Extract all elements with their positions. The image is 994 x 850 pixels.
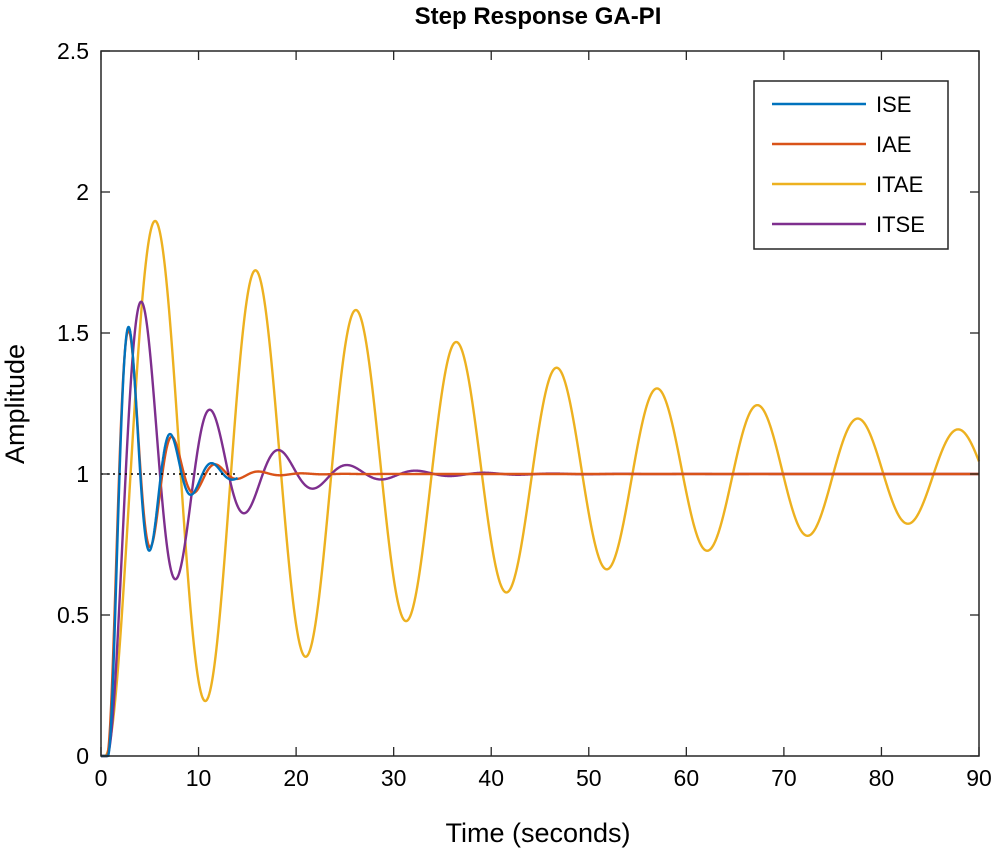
x-tick-label: 70 <box>771 765 797 791</box>
x-tick-label: 10 <box>186 765 212 791</box>
y-axis-label: Amplitude <box>0 344 30 464</box>
series-line-itse <box>100 300 980 758</box>
x-tick-label: 30 <box>381 765 407 791</box>
x-tick-label: 90 <box>966 765 992 791</box>
x-tick-label: 60 <box>674 765 700 791</box>
series-line-ise <box>99 325 239 758</box>
legend-label-ise: ISE <box>876 92 911 117</box>
tick-labels: 0 10 20 30 40 50 60 70 80 90 0 0.5 1 1.5 2 2.5 <box>57 38 992 791</box>
x-axis-label: Time (seconds) <box>445 818 630 848</box>
x-tick-label: 40 <box>478 765 504 791</box>
legend-label-itae: ITAE <box>876 172 923 197</box>
y-tick-label: 2 <box>76 179 89 205</box>
series-layer <box>99 219 981 758</box>
legend-box <box>753 80 949 250</box>
plot-area-frame <box>100 50 980 757</box>
y-tick-label: 2.5 <box>57 38 89 64</box>
legend-label-iae: IAE <box>876 132 911 157</box>
legend: ISE IAE ITAE ITSE <box>753 80 949 250</box>
series-line-iae <box>100 329 980 758</box>
y-tick-label: 0 <box>76 743 89 769</box>
y-tick-label: 1 <box>76 461 89 487</box>
legend-items: ISE IAE ITAE ITSE <box>772 92 925 237</box>
y-tick-label: 0.5 <box>57 602 89 628</box>
y-tick-label: 1.5 <box>57 320 89 346</box>
series-line-itae <box>100 219 981 758</box>
legend-label-itse: ITSE <box>876 212 925 237</box>
x-tick-label: 0 <box>95 765 108 791</box>
ticks-layer <box>100 50 980 757</box>
x-tick-label: 80 <box>869 765 895 791</box>
x-tick-label: 20 <box>283 765 309 791</box>
chart-title: Step Response GA-PI <box>415 3 662 30</box>
x-tick-label: 50 <box>576 765 602 791</box>
